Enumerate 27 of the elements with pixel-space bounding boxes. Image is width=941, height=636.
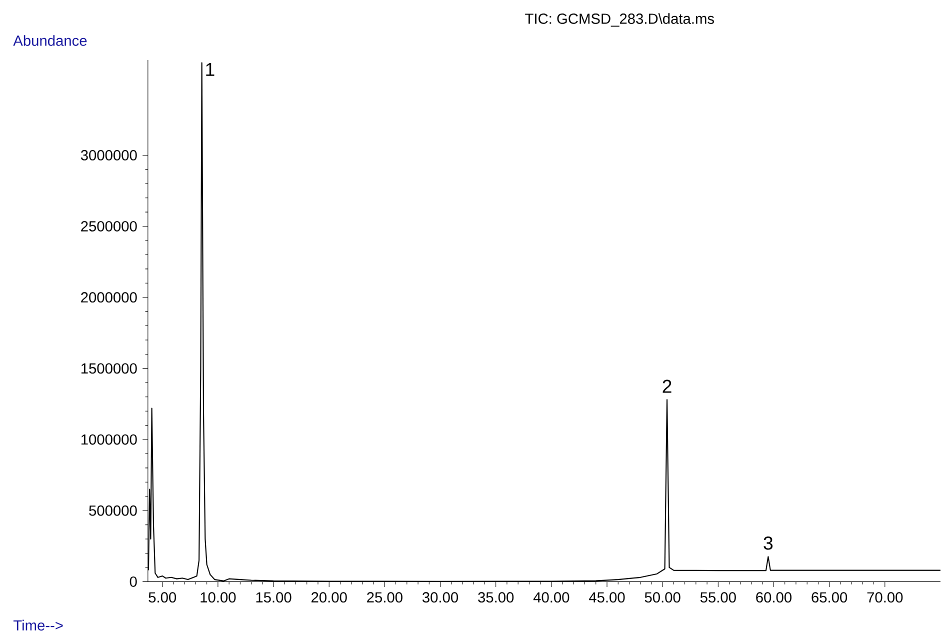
x-tick-label: 35.00 xyxy=(478,592,514,603)
chart-title: TIC: GCMSD_283.D\data.ms xyxy=(525,13,714,27)
y-tick-label: 2000000 xyxy=(81,292,137,303)
x-tick-label: 65.00 xyxy=(812,592,848,603)
x-tick-label: 70.00 xyxy=(867,592,903,603)
annotation: 1 xyxy=(206,63,214,76)
y-tick-label: 1500000 xyxy=(81,363,137,374)
y-tick-label: 3000000 xyxy=(80,150,137,161)
x-tick-label: 5.00 xyxy=(148,592,176,603)
x-axis-title: Time--> xyxy=(13,620,63,631)
x-tick-label: 25.00 xyxy=(367,592,402,603)
x-tick-label: 60.00 xyxy=(756,592,792,603)
x-tick-label: 45.00 xyxy=(588,592,625,603)
x-tick-label: 30.00 xyxy=(422,592,458,603)
x-tick-label: 50.00 xyxy=(644,592,680,603)
x-tick-label: 40.00 xyxy=(533,592,570,603)
y-tick-label: 1000000 xyxy=(81,434,137,445)
annotation: 3 xyxy=(764,536,773,550)
x-tick-label: 10.00 xyxy=(200,592,236,603)
y-axis-title: Abundance xyxy=(13,35,87,46)
x-tick-label: 55.00 xyxy=(700,592,736,603)
x-tick-label: 20.00 xyxy=(311,592,347,603)
annotation: 2 xyxy=(662,380,672,393)
x-tick-label: 15.00 xyxy=(256,592,292,603)
y-tick-label: 500000 xyxy=(89,506,137,516)
y-tick-label: 0 xyxy=(130,576,137,588)
y-tick-label: 2500000 xyxy=(81,221,137,232)
